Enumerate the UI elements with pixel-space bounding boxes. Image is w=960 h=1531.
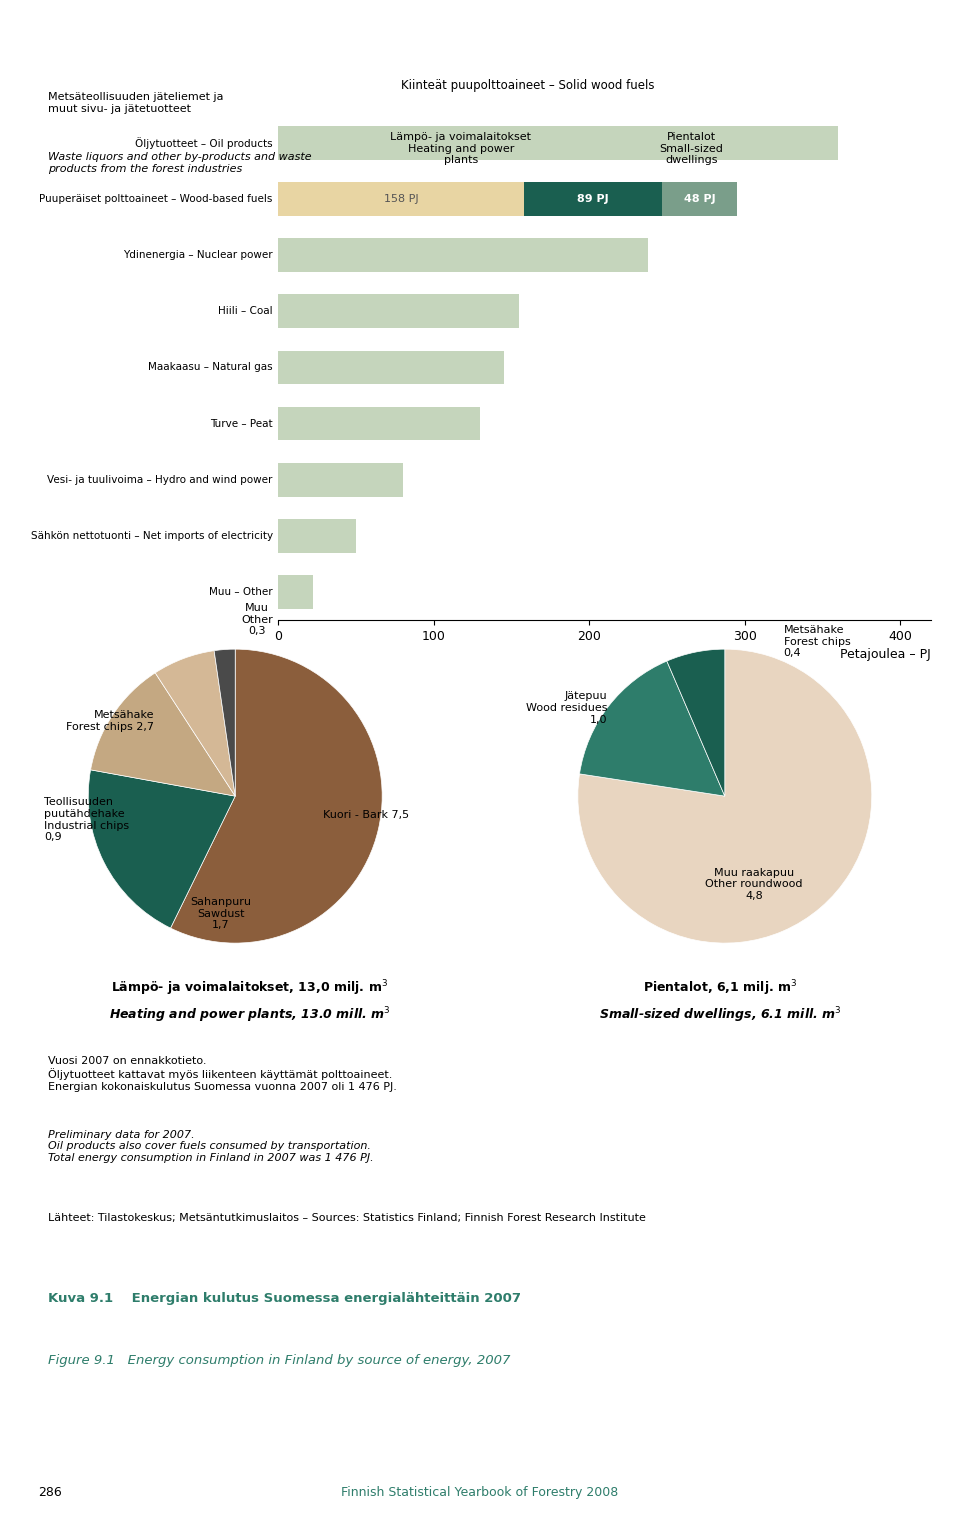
Text: Lähteet: Tilastokeskus; Metsäntutkimuslaitos – Sources: Statistics Finland; Finn: Lähteet: Tilastokeskus; Metsäntutkimusla… [48,1213,646,1223]
Text: Small-sized dwellings, 6.1 mill. m$^3$: Small-sized dwellings, 6.1 mill. m$^3$ [599,1006,841,1026]
Text: Sahanpuru
Sawdust
1,7: Sahanpuru Sawdust 1,7 [190,897,251,931]
Text: Muu – Other: Muu – Other [209,586,273,597]
Text: Muu
Other
0,3: Muu Other 0,3 [241,603,274,637]
Wedge shape [171,649,382,943]
Wedge shape [214,649,235,796]
Wedge shape [667,649,725,796]
Text: Waste liquors and other by-products and waste
products from the forest industrie: Waste liquors and other by-products and … [48,152,312,175]
Text: Ydinenergia – Nuclear power: Ydinenergia – Nuclear power [123,250,273,260]
Text: Maakaasu – Natural gas: Maakaasu – Natural gas [148,363,273,372]
Bar [278,576,313,609]
Text: 158 PJ: 158 PJ [384,194,419,204]
Text: Kuori - Bark 7,5: Kuori - Bark 7,5 [324,810,410,821]
Bar [662,182,737,216]
Bar [278,239,648,273]
Text: 286: 286 [38,1487,62,1499]
Bar [278,519,356,553]
Text: Kiinteät puupolttoaineet – Solid wood fuels: Kiinteät puupolttoaineet – Solid wood fu… [401,78,655,92]
Bar [278,182,524,216]
Text: Kuva 9.1    Energian kulutus Suomessa energialähteittäin 2007: Kuva 9.1 Energian kulutus Suomessa energ… [48,1292,521,1304]
Text: Figure 9.1   Energy consumption in Finland by source of energy, 2007: Figure 9.1 Energy consumption in Finland… [48,1355,511,1367]
Text: Muu raakapuu
Other roundwood
4,8: Muu raakapuu Other roundwood 4,8 [706,868,803,902]
Bar [278,351,504,384]
Text: Metsähake
Forest chips
0,4: Metsähake Forest chips 0,4 [783,625,851,658]
Text: Lämpö- ja voimalaitokset, 13,0 milj. m$^3$: Lämpö- ja voimalaitokset, 13,0 milj. m$^… [111,978,388,998]
Bar [278,407,480,441]
Text: 89 PJ: 89 PJ [577,194,609,204]
Wedge shape [88,770,235,928]
Text: Turve – Peat: Turve – Peat [210,418,273,429]
Bar [524,182,662,216]
Text: Hiili – Coal: Hiili – Coal [218,306,273,317]
Text: 48 PJ: 48 PJ [684,194,715,204]
Text: Vesi- ja tuulivoima – Hydro and wind power: Vesi- ja tuulivoima – Hydro and wind pow… [47,475,273,485]
Wedge shape [580,661,725,796]
Text: Pientalot, 6,1 milj. m$^3$: Pientalot, 6,1 milj. m$^3$ [642,978,798,998]
Bar [278,126,838,159]
X-axis label: Petajoulea – PJ: Petajoulea – PJ [840,648,931,661]
Bar [278,462,403,496]
Text: Sähkön nettotuonti – Net imports of electricity: Sähkön nettotuonti – Net imports of elec… [31,531,273,540]
Text: Preliminary data for 2007.
Oil products also cover fuels consumed by transportat: Preliminary data for 2007. Oil products … [48,1130,373,1164]
Text: Teollisuuden
puutähdehake
Industrial chips
0,9: Teollisuuden puutähdehake Industrial chi… [44,798,130,842]
Text: Puuperäiset polttoaineet – Wood-based fuels: Puuperäiset polttoaineet – Wood-based fu… [39,194,273,204]
Text: Vuosi 2007 on ennakkotieto.
Öljytuotteet kattavat myös liikenteen käyttämät polt: Vuosi 2007 on ennakkotieto. Öljytuotteet… [48,1056,396,1092]
Text: Lämpö- ja voimalaitokset
Heating and power
plants: Lämpö- ja voimalaitokset Heating and pow… [391,132,531,165]
Text: Heating and power plants, 13.0 mill. m$^3$: Heating and power plants, 13.0 mill. m$^… [108,1006,391,1026]
Bar [278,294,519,328]
Wedge shape [156,651,235,796]
Text: Jätepuu
Wood residues
1,0: Jätepuu Wood residues 1,0 [526,692,608,724]
Text: Pientalot
Small-sized
dwellings: Pientalot Small-sized dwellings [660,132,723,165]
Text: 9 Energy: 9 Energy [411,26,549,55]
Wedge shape [578,649,872,943]
Text: Metsäteollisuuden jäteliemet ja
muut sivu- ja jätetuotteet: Metsäteollisuuden jäteliemet ja muut siv… [48,92,224,115]
Text: Finnish Statistical Yearbook of Forestry 2008: Finnish Statistical Yearbook of Forestry… [342,1487,618,1499]
Text: Metsähake
Forest chips 2,7: Metsähake Forest chips 2,7 [66,710,155,732]
Text: Öljytuotteet – Oil products: Öljytuotteet – Oil products [135,136,273,149]
Wedge shape [90,672,235,796]
